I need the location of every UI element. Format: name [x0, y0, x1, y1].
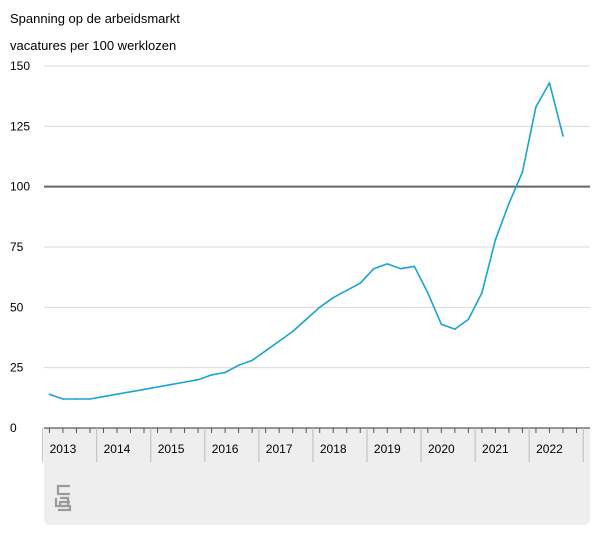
chart-footer: [44, 462, 590, 525]
data-point: [427, 292, 429, 294]
data-point: [183, 381, 186, 383]
data-point: [129, 391, 132, 393]
data-point: [48, 393, 51, 396]
data-point: [535, 106, 537, 108]
cbs-logo-icon: [54, 484, 72, 512]
data-point: [102, 395, 105, 398]
data-point: [521, 171, 524, 173]
data-point: [562, 135, 564, 137]
x-tick-label: 2014: [104, 442, 131, 456]
data-point: [305, 318, 307, 321]
x-tick-label: 2015: [158, 442, 185, 456]
x-tick-label: 2017: [266, 442, 293, 456]
y-tick-label: 125: [10, 119, 30, 133]
y-tick-label: 75: [10, 240, 24, 254]
data-point: [481, 292, 483, 294]
data-point: [291, 330, 294, 333]
x-axis-band: [44, 428, 590, 462]
x-tick-label: 2013: [50, 442, 77, 456]
data-point: [278, 340, 280, 342]
chart-title: Spanning op de arbeidsmarkt: [10, 11, 180, 26]
x-tick-label: 2022: [536, 442, 563, 456]
data-point: [413, 265, 416, 268]
data-point: [454, 328, 456, 330]
data-point: [440, 323, 443, 326]
data-point: [467, 318, 470, 321]
data-point: [210, 374, 213, 376]
y-tick-label: 25: [10, 361, 24, 375]
data-point: [548, 82, 551, 84]
data-point: [251, 359, 253, 362]
data-point: [332, 296, 335, 299]
data-point: [197, 378, 199, 381]
data-point: [237, 364, 240, 367]
data-point: [264, 349, 267, 352]
data-point: [372, 267, 375, 270]
chart-subtitle: vacatures per 100 werklozen: [10, 38, 177, 53]
data-point: [116, 393, 118, 396]
line-chart: 0 25 50 75 100 125 150 2013 2014 2015 2016 2017 2018…: [10, 59, 590, 462]
data-point: [345, 289, 348, 292]
x-tick-label: 2020: [428, 442, 455, 456]
y-tick-label: 150: [10, 59, 30, 73]
data-point: [170, 383, 172, 386]
series-line: [49, 82, 564, 400]
x-tick-label: 2018: [320, 442, 347, 456]
data-point: [224, 371, 226, 374]
x-tick-label: 2019: [374, 442, 401, 456]
data-point: [89, 398, 91, 400]
y-tick-label: 100: [10, 180, 30, 194]
data-point: [359, 282, 362, 285]
y-tick-label: 0: [10, 421, 17, 435]
data-point: [62, 398, 64, 400]
data-point: [75, 398, 78, 400]
y-tick-label: 50: [10, 300, 24, 314]
data-point: [156, 386, 159, 388]
data-point: [508, 202, 510, 205]
data-point: [494, 238, 497, 241]
data-point: [318, 306, 321, 309]
x-tick-label: 2016: [212, 442, 239, 456]
data-point: [399, 267, 402, 270]
data-point: [386, 263, 389, 265]
x-tick-label: 2021: [482, 442, 509, 456]
data-point: [143, 388, 145, 391]
